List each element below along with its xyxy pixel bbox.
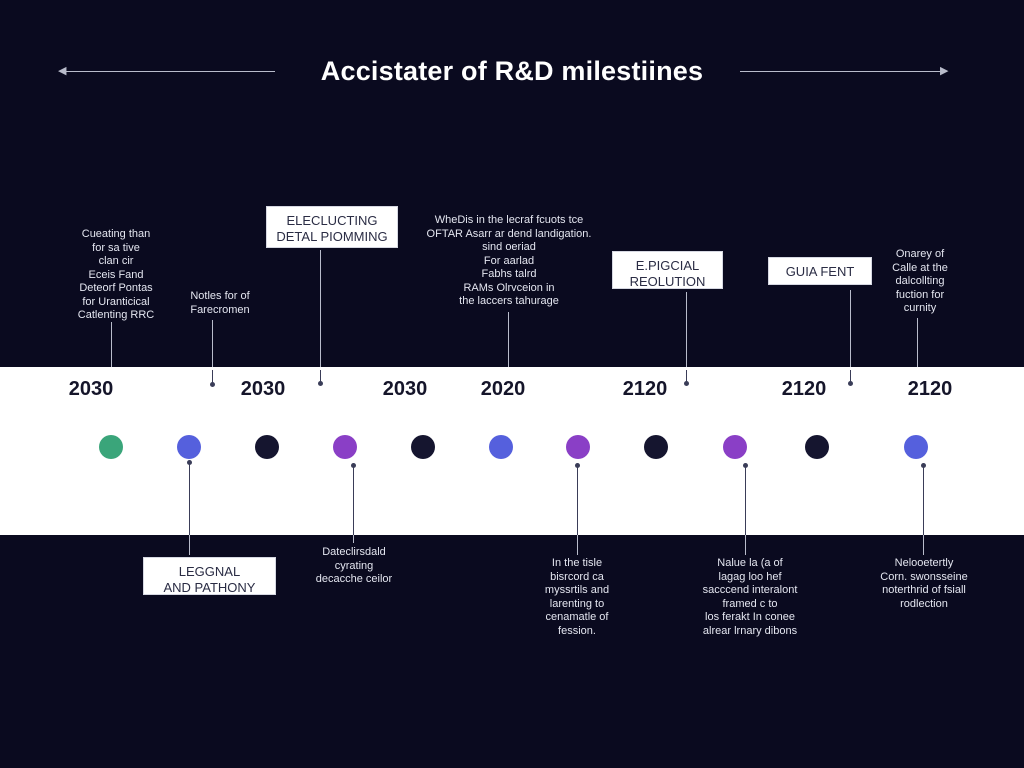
- connector-top-1: [111, 322, 112, 370]
- year-label-4: 2020: [480, 378, 526, 400]
- bottom-note-4: Nelooetertly Corn. swonsseine noterthrid…: [880, 557, 968, 610]
- band-connector-3: [318, 370, 323, 386]
- milestone-dot: [644, 435, 668, 459]
- year-label-2: 2030: [240, 378, 286, 400]
- connector-bottom-3: [575, 463, 580, 535]
- bottom-note-3: Nalue la (a of lagag loo hef sacccend in…: [702, 557, 798, 637]
- title-rule-left: [60, 71, 275, 72]
- milestone-dot: [489, 435, 513, 459]
- title-rule-right: [740, 71, 947, 72]
- connector-bottom-5b: [923, 535, 924, 555]
- bottom-note-2: In the tisle bisrcord ca myssrtils and l…: [544, 557, 610, 637]
- page-title: Accistater of R&D milestiines: [320, 56, 704, 86]
- milestone-box-3: GUIA FENT: [768, 257, 872, 285]
- connector-top-4: [508, 312, 509, 372]
- connector-bottom-1b: [189, 535, 190, 555]
- milestone-dot: [566, 435, 590, 459]
- connector-bottom-2b: [353, 535, 354, 543]
- connector-top-7: [917, 318, 918, 370]
- milestone-dot: [723, 435, 747, 459]
- milestone-dot: [411, 435, 435, 459]
- top-note-4: Onarey of Calle at the dalcollting fucti…: [892, 248, 948, 314]
- top-note-3: WheDis in the lecraf fcuots tce OFTAR As…: [426, 214, 592, 307]
- right-arrow-icon: ▶: [940, 65, 949, 77]
- bottom-note-1: Dateclirsdald cyrating decacche ceilor: [315, 546, 393, 585]
- year-label-5: 2120: [622, 378, 668, 400]
- top-note-2: Notles for of Farecromen: [190, 290, 250, 316]
- top-note-1: Cueating than for sa tive clan cir Eceis…: [77, 228, 155, 321]
- band-connector-5: [684, 370, 689, 386]
- milestone-dot: [177, 435, 201, 459]
- milestone-box-2: E.PIGCIAL REOLUTION: [612, 251, 723, 289]
- connector-bottom-4: [743, 463, 748, 535]
- connector-top-3: [318, 250, 323, 386]
- milestone-box-4: LEGGNAL AND PATHONY: [143, 557, 276, 595]
- year-label-1: 2030: [68, 378, 114, 400]
- year-label-7: 2120: [907, 378, 953, 400]
- milestone-dot: [99, 435, 123, 459]
- milestone-dot: [333, 435, 357, 459]
- milestone-dot: [904, 435, 928, 459]
- year-label-6: 2120: [781, 378, 827, 400]
- connector-bottom-1: [187, 460, 192, 535]
- connector-bottom-2: [351, 463, 356, 535]
- milestone-dot: [805, 435, 829, 459]
- connector-bottom-5: [921, 463, 926, 535]
- band-connector-2: [210, 370, 215, 387]
- title-row: ◀ Accistater of R&D milestiines ▶: [0, 52, 1024, 92]
- year-label-3: 2030: [382, 378, 428, 400]
- connector-bottom-3b: [577, 535, 578, 555]
- milestone-dot: [255, 435, 279, 459]
- connector-bottom-4b: [745, 535, 746, 555]
- band-connector-6: [848, 370, 853, 386]
- milestone-box-1: ELECLUCTING DETAL PIOMMING: [266, 206, 398, 248]
- left-arrow-icon: ◀: [58, 65, 67, 77]
